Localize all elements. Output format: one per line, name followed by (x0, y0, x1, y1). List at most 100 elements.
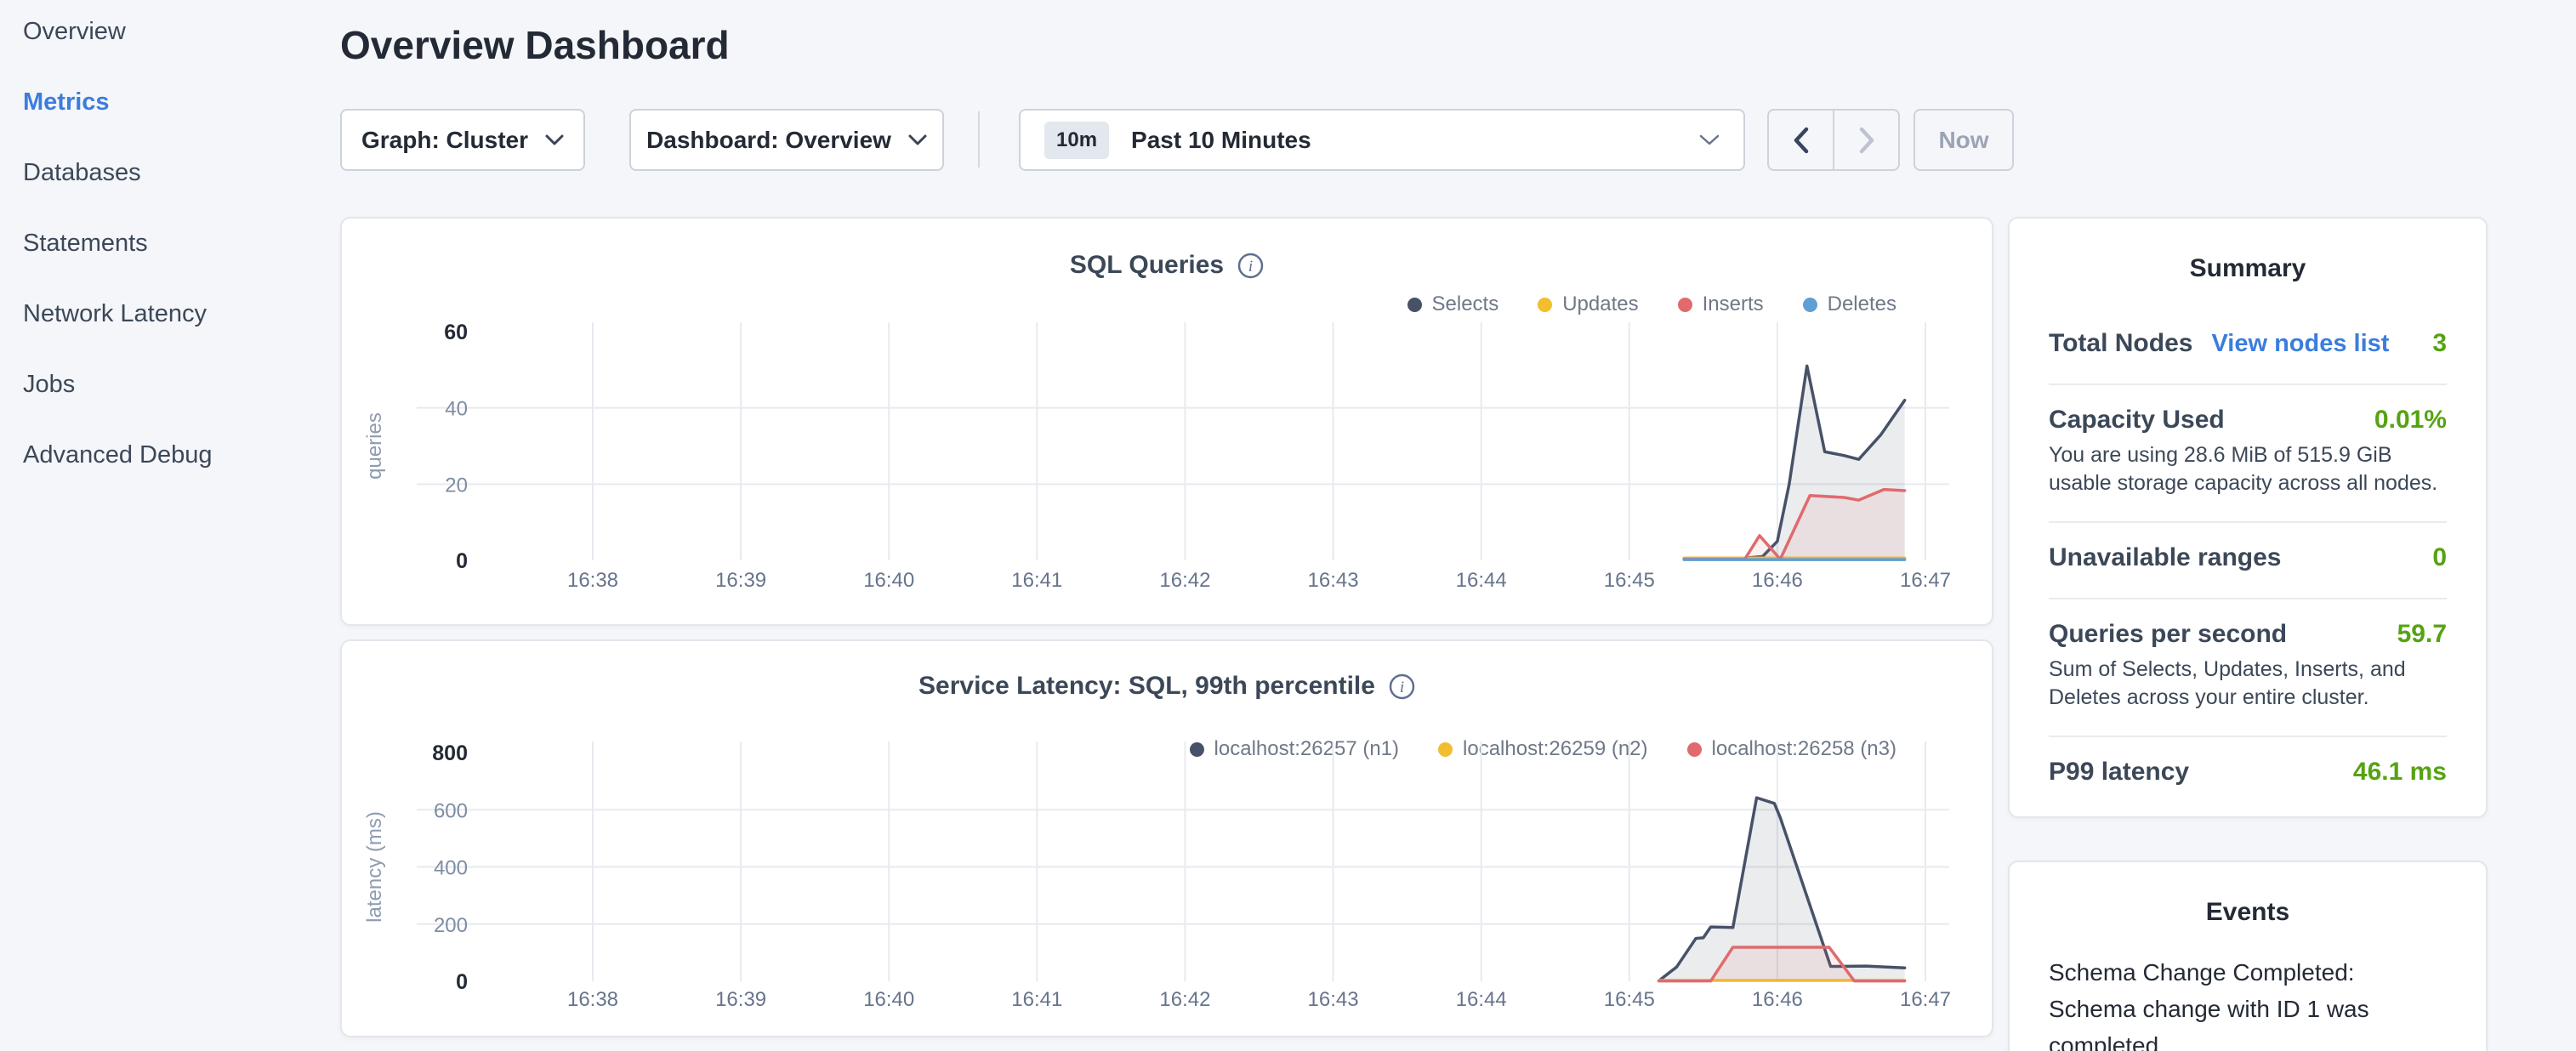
sidebar-item-databases[interactable]: Databases (23, 159, 141, 186)
svg-text:400: 400 (434, 857, 468, 880)
svg-text:16:46: 16:46 (1752, 569, 1803, 592)
now-button[interactable]: Now (1914, 109, 2014, 171)
chart-title: SQL Queries (1069, 251, 1225, 279)
chevron-down-icon (545, 134, 564, 145)
toolbar-divider (978, 111, 980, 168)
graph-scope-dropdown-label: Graph: Cluster (361, 126, 529, 153)
svg-text:40: 40 (445, 398, 468, 421)
summary-row-p99-latency: P99 latency 46.1 ms (2049, 737, 2447, 812)
legend-label: Updates (1562, 293, 1639, 315)
chart-legend: Selects Updates Inserts Deletes (1407, 293, 1896, 316)
summary-row-label: P99 latency (2049, 758, 2190, 786)
chevron-down-icon (908, 134, 927, 145)
svg-text:16:39: 16:39 (715, 569, 766, 592)
summary-title: Summary (2189, 254, 2306, 282)
legend-dot-icon (1686, 741, 1702, 757)
sidebar-item-network-latency[interactable]: Network Latency (23, 300, 207, 327)
legend-dot-icon (1538, 297, 1553, 312)
legend-item: Updates (1538, 293, 1639, 316)
legend-item: localhost:26257 (n1) (1189, 737, 1400, 761)
summary-panel: Summary Total Nodes View nodes list 3 Ca… (2008, 217, 2488, 818)
summary-row-value: 46.1 ms (2352, 758, 2447, 786)
sidebar-item-statements[interactable]: Statements (23, 230, 148, 257)
summary-row-label: Queries per second (2049, 620, 2288, 648)
svg-text:16:38: 16:38 (567, 988, 618, 1011)
legend-item: localhost:26258 (n3) (1686, 737, 1896, 761)
time-window-selector[interactable]: 10m Past 10 Minutes (1019, 109, 1745, 171)
sidebar: Overview Metrics Databases Statements Ne… (23, 17, 312, 511)
svg-text:16:46: 16:46 (1752, 988, 1803, 1011)
svg-text:16:41: 16:41 (1011, 988, 1062, 1011)
svg-text:16:44: 16:44 (1456, 988, 1507, 1011)
summary-row-label: Total Nodes (2049, 329, 2193, 357)
events-title: Events (2205, 898, 2290, 926)
sidebar-item-overview[interactable]: Overview (23, 18, 126, 45)
svg-text:16:39: 16:39 (715, 988, 766, 1011)
legend-dot-icon (1677, 297, 1692, 312)
svg-text:800: 800 (432, 741, 468, 765)
service-latency-chart-panel: Service Latency: SQL, 99th percentile i … (340, 639, 1993, 1037)
legend-label: localhost:26259 (n2) (1463, 737, 1648, 760)
legend-item: Deletes (1802, 293, 1896, 316)
legend-dot-icon (1189, 741, 1204, 757)
event-text: Schema Change Completed: Schema change w… (2049, 959, 2369, 1051)
legend-label: localhost:26257 (n1) (1214, 737, 1400, 760)
sidebar-item-metrics[interactable]: Metrics (23, 88, 110, 116)
time-window-badge: 10m (1044, 121, 1110, 159)
view-nodes-list-link[interactable]: View nodes list (2211, 330, 2390, 357)
svg-text:16:38: 16:38 (567, 569, 618, 592)
graph-scope-dropdown[interactable]: Graph: Cluster (340, 109, 585, 171)
summary-row-value: 59.7 (2397, 620, 2447, 648)
svg-text:16:45: 16:45 (1604, 569, 1655, 592)
summary-row-label: Capacity Used (2049, 406, 2225, 434)
legend-dot-icon (1802, 297, 1817, 312)
svg-text:16:43: 16:43 (1308, 988, 1359, 1011)
svg-text:600: 600 (434, 799, 468, 822)
summary-row-description: Sum of Selects, Updates, Inserts, and De… (2049, 657, 2406, 709)
legend-label: Selects (1431, 293, 1499, 315)
page-title: Overview Dashboard (340, 23, 730, 67)
svg-text:20: 20 (445, 474, 468, 497)
svg-text:16:47: 16:47 (1900, 988, 1951, 1011)
svg-text:i: i (1248, 258, 1253, 276)
svg-text:16:40: 16:40 (863, 988, 914, 1011)
summary-row-value: 0 (2432, 543, 2447, 571)
chart-plot[interactable]: 16:38 16:39 16:40 16:41 16:42 16:43 16:44 16:45… (342, 641, 1995, 1039)
legend-label: localhost:26258 (n3) (1711, 737, 1896, 760)
legend-dot-icon (1407, 297, 1422, 312)
dashboard-dropdown[interactable]: Dashboard: Overview (629, 109, 944, 171)
svg-text:16:47: 16:47 (1900, 569, 1951, 592)
legend-label: Deletes (1827, 293, 1896, 315)
info-icon[interactable]: i (1389, 673, 1415, 700)
summary-row-description: You are using 28.6 MiB of 515.9 GiB usab… (2049, 443, 2438, 495)
chart-title: Service Latency: SQL, 99th percentile (918, 672, 1375, 700)
sidebar-item-jobs[interactable]: Jobs (23, 371, 76, 398)
svg-text:queries: queries (363, 412, 386, 480)
summary-row-total-nodes: Total Nodes View nodes list 3 (2049, 285, 2447, 385)
svg-text:0: 0 (456, 970, 468, 994)
step-forward-button[interactable] (1834, 111, 1898, 169)
event-list-item: Schema Change Completed: Schema change w… (2049, 954, 2447, 1051)
legend-item: Selects (1407, 293, 1499, 316)
svg-text:0: 0 (456, 549, 468, 573)
legend-item: Inserts (1677, 293, 1764, 316)
chart-plot[interactable]: 16:38 16:39 16:40 16:41 16:42 16:43 16:44 16:45… (342, 219, 1995, 628)
chevron-right-icon (1859, 127, 1874, 153)
chart-legend: localhost:26257 (n1) localhost:26259 (n2)… (1189, 737, 1896, 761)
sidebar-item-advanced-debug[interactable]: Advanced Debug (23, 441, 213, 469)
legend-dot-icon (1438, 741, 1453, 757)
svg-text:16:42: 16:42 (1159, 988, 1210, 1011)
summary-row-value: 0.01% (2374, 406, 2447, 434)
info-icon[interactable]: i (1237, 253, 1264, 279)
svg-text:i: i (1400, 679, 1404, 696)
summary-row-unavailable-ranges: Unavailable ranges 0 (2049, 523, 2447, 599)
summary-row-queries-per-second: Queries per second 59.7 Sum of Selects, … (2049, 599, 2447, 737)
dashboard-dropdown-label: Dashboard: Overview (646, 126, 891, 153)
svg-text:200: 200 (434, 914, 468, 937)
legend-label: Inserts (1702, 293, 1764, 315)
step-back-button[interactable] (1769, 111, 1834, 169)
svg-text:16:40: 16:40 (863, 569, 914, 592)
chevron-left-icon (1794, 127, 1808, 153)
svg-text:16:41: 16:41 (1011, 569, 1062, 592)
summary-row-value: 3 (2432, 329, 2447, 357)
